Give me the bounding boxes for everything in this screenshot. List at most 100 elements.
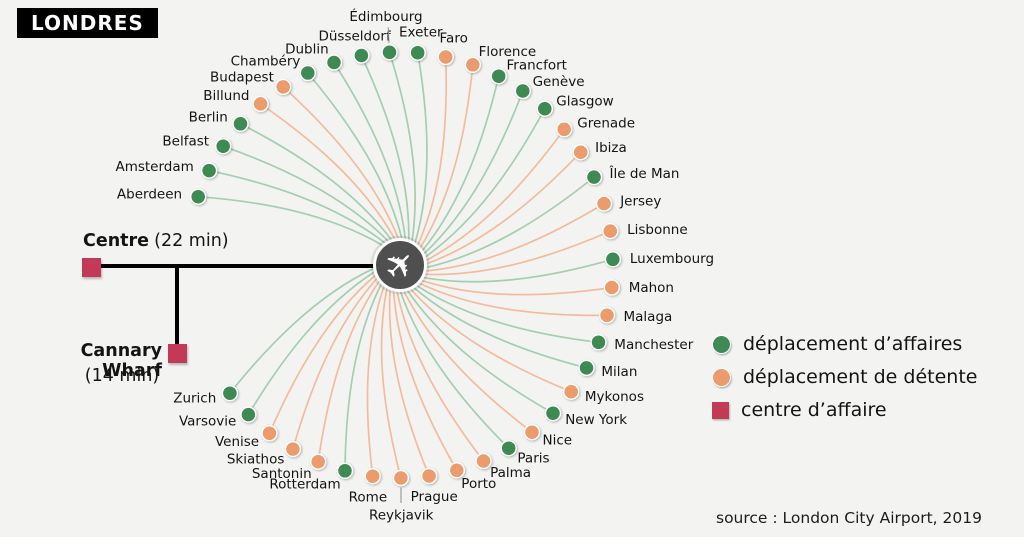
route-curves — [198, 52, 614, 479]
label-leader-line — [387, 27, 390, 43]
transfer-centre-time: (22 min) — [154, 231, 229, 251]
destination-label: Grenade — [577, 116, 635, 132]
route-curve — [422, 258, 614, 283]
destination-label: Faro — [440, 31, 468, 47]
destination-dot — [325, 54, 343, 71]
centre-square-marker — [82, 258, 101, 277]
destination-label: Paris — [517, 450, 549, 466]
destination-label: Varsovie — [179, 413, 236, 429]
legend-label-centre: centre d’affaire — [741, 399, 887, 421]
destination-dot — [261, 425, 278, 442]
destination-dot — [364, 467, 381, 485]
route-curve — [366, 285, 386, 477]
destination-label: Zurich — [173, 391, 216, 407]
destination-label: Exeter — [399, 25, 443, 41]
destination-dots — [189, 44, 622, 487]
destination-dot — [544, 404, 562, 422]
route-curve — [260, 103, 396, 240]
transfer-cannary-wharf-name: Cannary Wharf — [80, 341, 162, 381]
destination-label: Skiathos — [227, 451, 285, 467]
destination-dot — [353, 47, 370, 64]
transfer-centre-name: Centre — [83, 231, 150, 251]
destination-dot — [409, 44, 426, 61]
destination-dot — [598, 307, 616, 324]
destination-dot — [572, 143, 589, 161]
route-curve — [222, 145, 390, 243]
route-curve — [208, 169, 387, 245]
destination-dot — [232, 115, 249, 133]
destination-label: Rome — [349, 489, 388, 505]
route-curve — [406, 289, 554, 414]
transfer-connector-lines — [101, 264, 374, 346]
destination-label: Florence — [479, 44, 537, 60]
route-curve — [388, 289, 430, 477]
destination-dot — [448, 462, 466, 479]
route-curve — [268, 274, 377, 434]
airport-hub: ✈ — [370, 235, 430, 295]
destination-label: Dublin — [285, 41, 329, 57]
destination-label: Belfast — [162, 133, 209, 149]
destination-dot — [274, 78, 292, 96]
destination-label: Santonin — [252, 466, 312, 482]
destination-dot — [252, 95, 269, 113]
route-curve — [317, 280, 381, 462]
destination-dot — [604, 251, 622, 268]
destination-dot — [603, 279, 621, 296]
legend: déplacement d’affaires déplacement de dé… — [712, 333, 977, 421]
destination-dot — [309, 453, 327, 470]
destination-label: Berlin — [189, 110, 228, 126]
destination-label: Budapest — [210, 69, 274, 85]
destination-dot — [214, 137, 232, 155]
destination-dot — [490, 67, 507, 85]
destination-label: Mahon — [629, 280, 674, 296]
destination-dot — [240, 406, 257, 423]
destination-dot — [392, 469, 410, 487]
route-curve — [425, 151, 582, 265]
route-curve — [420, 279, 612, 296]
route-curve — [399, 290, 510, 449]
destination-label: Glasgow — [556, 93, 613, 109]
route-curve — [413, 52, 428, 244]
legend-item-centre: centre d’affaire — [712, 399, 977, 421]
route-curve — [424, 108, 546, 258]
route-curve — [419, 64, 474, 249]
destination-label: Billund — [203, 88, 249, 104]
route-curve — [198, 195, 384, 247]
route-curve — [247, 270, 376, 416]
transfer-cannary-wharf-time: (14 min) — [84, 366, 160, 386]
route-curve — [424, 230, 611, 276]
destination-label: Lisbonne — [627, 222, 688, 238]
hub-circle — [373, 238, 427, 292]
destination-label: Rotterdam — [269, 477, 340, 493]
route-curve — [388, 52, 416, 243]
destination-dot — [189, 188, 207, 205]
destination-label: New York — [565, 412, 627, 428]
destination-label: Reykjavik — [369, 507, 434, 523]
destination-dot — [562, 383, 580, 400]
route-curve — [421, 76, 500, 252]
route-curve — [282, 86, 400, 240]
destination-dot — [200, 162, 218, 179]
business-dot-icon — [712, 334, 731, 354]
destination-dot — [590, 334, 607, 351]
destination-dot — [602, 222, 619, 240]
route-curve — [416, 56, 448, 247]
destination-label: Île de Man — [609, 164, 680, 182]
route-curve — [418, 282, 608, 317]
destination-label: Luxembourg — [630, 251, 714, 267]
destination-label: Aberdeen — [117, 186, 182, 202]
destination-dot — [523, 423, 541, 441]
legend-item-leisure: déplacement de détente — [712, 366, 977, 388]
destination-label: Manchester — [614, 337, 693, 353]
page-title: LONDRES — [17, 8, 158, 38]
destination-dot — [437, 48, 454, 66]
route-curve — [402, 290, 533, 433]
destination-label: Malaga — [624, 309, 673, 325]
legend-label-business: déplacement d’affaires — [743, 333, 963, 355]
cannary-wharf-square-marker — [168, 344, 187, 363]
destination-dot — [475, 452, 492, 470]
destination-labels: Aberdeen Amsterdam Belfast Berlin Billund Bud… — [115, 8, 714, 523]
route-curve — [240, 123, 393, 241]
destination-dot — [514, 82, 532, 100]
destination-label: Édimbourg — [349, 8, 422, 25]
